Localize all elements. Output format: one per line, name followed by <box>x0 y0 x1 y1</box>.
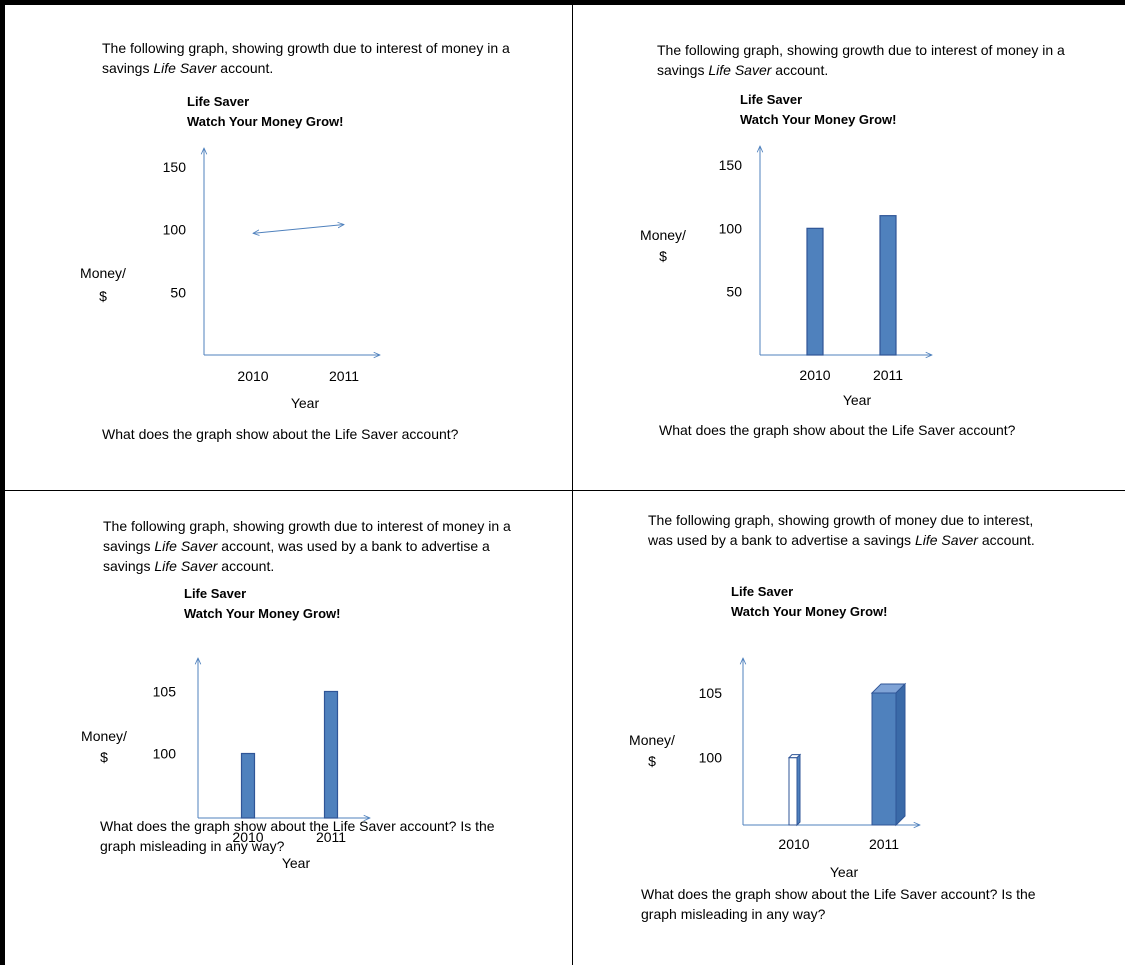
y-tick-label: 150 <box>163 159 187 175</box>
chart-title-line-2: Watch Your Money Grow! <box>184 606 341 621</box>
y-tick-label: 105 <box>699 685 723 701</box>
y-axis-label-unit: $ <box>100 749 108 765</box>
intro-text: The following graph, showing growth due … <box>103 518 511 554</box>
chart-title: Life Saver Watch Your Money Grow! <box>187 92 344 132</box>
chart-svg: 150 100 50 2010 2011 Money/ $ Year <box>80 0 572 411</box>
panel-intro: The following graph, showing growth due … <box>102 38 522 78</box>
y-tick-label: 105 <box>153 683 177 699</box>
panel-question: What does the graph show about the Life … <box>659 422 1016 438</box>
bar <box>323 690 339 819</box>
intro-text-end: account. <box>771 62 829 78</box>
intro-italic-text: Life Saver <box>154 538 218 554</box>
x-tick-label: 2010 <box>232 829 263 845</box>
x-tick-label: 2010 <box>778 836 809 852</box>
intro-text: The following graph, showing growth due … <box>657 42 1065 78</box>
x-tick-label: 2011 <box>329 368 359 384</box>
intro-italic-text-2: Life Saver <box>154 558 218 574</box>
chart-title: Life Saver Watch Your Money Grow! <box>184 584 341 624</box>
intro-text: The following graph, showing growth of m… <box>648 512 1034 548</box>
frame-top-border <box>0 0 1125 5</box>
intro-italic-text: Life Saver <box>153 60 217 76</box>
chart-title: Life Saver Watch Your Money Grow! <box>731 582 888 622</box>
bar-side-face <box>796 753 801 827</box>
vertical-divider <box>572 0 573 965</box>
y-axis-label: Money/ <box>629 732 675 748</box>
y-axis-label-unit: $ <box>648 753 656 769</box>
intro-italic-text: Life Saver <box>914 532 978 548</box>
bar <box>788 757 798 826</box>
horizontal-divider <box>0 490 1125 491</box>
intro-text-end: account. <box>977 532 1035 548</box>
intro-text: The following graph, showing growth due … <box>102 40 510 76</box>
y-tick-label: 100 <box>153 746 177 762</box>
chart-svg: 105 100 2010 2011 Money/ $ Year <box>81 0 572 871</box>
panel-intro: The following graph, showing growth of m… <box>648 510 1053 550</box>
bar <box>871 692 897 826</box>
bar <box>879 215 897 356</box>
chart-title-line-2: Watch Your Money Grow! <box>740 112 897 127</box>
y-tick-label: 100 <box>699 750 723 766</box>
panel-question: What does the graph show about the Life … <box>100 818 495 854</box>
y-tick-label: 50 <box>170 284 186 300</box>
chart-title-line-1: Life Saver <box>740 92 803 107</box>
intro-text-end: account. <box>216 60 274 76</box>
intro-italic-text: Life Saver <box>708 62 772 78</box>
y-tick-label: 50 <box>726 284 742 300</box>
chart-title-line-2: Watch Your Money Grow! <box>731 604 888 619</box>
chart-title-line-1: Life Saver <box>187 94 250 109</box>
x-tick-label: 2010 <box>799 367 830 383</box>
y-tick-label: 100 <box>163 222 187 238</box>
y-axis-label-unit: $ <box>99 288 107 304</box>
y-axis-label: Money/ <box>81 728 127 744</box>
chart-title-line-1: Life Saver <box>184 586 247 601</box>
y-axis-label-unit: $ <box>659 248 667 264</box>
y-tick-label: 150 <box>719 157 743 173</box>
bar <box>240 752 256 819</box>
panel-question: What does the graph show about the Life … <box>102 426 459 442</box>
chart-title: Life Saver Watch Your Money Grow! <box>740 90 897 130</box>
panel-intro: The following graph, showing growth due … <box>657 40 1077 80</box>
bar-side-face <box>895 682 906 827</box>
panel-intro: The following graph, showing growth due … <box>103 516 513 576</box>
x-tick-label: 2011 <box>869 836 899 852</box>
chart-svg: 150 100 50 2010 2011 Money/ $ Year <box>640 0 1125 408</box>
frame-left-border <box>0 0 5 965</box>
x-axis-label: Year <box>282 855 311 871</box>
series-line <box>253 225 344 234</box>
chart-title-line-2: Watch Your Money Grow! <box>187 114 344 129</box>
y-tick-label: 100 <box>719 220 743 236</box>
x-tick-label: 2011 <box>316 829 346 845</box>
y-axis-label: Money/ <box>640 227 686 243</box>
x-tick-label: 2010 <box>237 368 268 384</box>
x-tick-label: 2011 <box>873 367 903 383</box>
intro-text-middle: account, was used by a bank to advertise… <box>103 538 490 574</box>
x-axis-label: Year <box>830 864 859 880</box>
panel-question: What does the graph show about the Life … <box>641 886 1036 922</box>
y-axis-label: Money/ <box>80 265 126 281</box>
intro-text-end: account. <box>217 558 275 574</box>
x-axis-label: Year <box>843 392 872 408</box>
chart-title-line-1: Life Saver <box>731 584 794 599</box>
x-axis-label: Year <box>291 395 320 411</box>
bar <box>806 227 824 356</box>
